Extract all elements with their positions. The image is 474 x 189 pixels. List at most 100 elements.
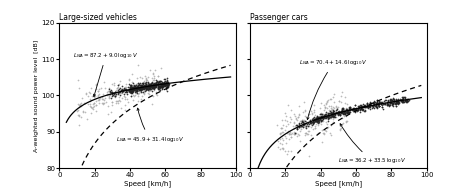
Point — [343, 103, 350, 106]
Point — [296, 105, 303, 108]
Point — [156, 84, 164, 87]
Point — [375, 101, 383, 104]
Point — [372, 105, 380, 108]
Point — [361, 110, 368, 113]
Point — [142, 84, 150, 87]
Point — [162, 81, 170, 84]
Point — [128, 88, 136, 91]
Point — [133, 90, 140, 93]
Point — [115, 100, 122, 103]
Point — [323, 113, 331, 116]
Point — [137, 89, 145, 92]
Point — [342, 111, 349, 114]
Point — [283, 137, 290, 140]
Point — [154, 85, 162, 88]
Point — [332, 108, 339, 111]
Point — [359, 106, 367, 109]
Point — [280, 147, 287, 150]
Point — [370, 106, 378, 109]
Point — [363, 102, 370, 105]
Point — [378, 106, 386, 109]
Point — [117, 91, 125, 94]
Point — [143, 85, 151, 88]
Point — [334, 112, 341, 115]
Point — [92, 109, 100, 112]
Point — [136, 87, 143, 90]
Point — [140, 86, 147, 89]
Point — [327, 113, 334, 116]
Point — [157, 84, 165, 87]
Point — [118, 88, 125, 91]
Point — [142, 83, 149, 86]
Point — [358, 107, 365, 110]
Point — [344, 110, 351, 113]
Point — [128, 80, 136, 83]
Point — [131, 88, 138, 91]
Point — [330, 112, 337, 115]
Point — [153, 79, 160, 82]
Point — [143, 86, 151, 89]
Point — [334, 111, 342, 114]
Point — [368, 106, 376, 109]
Point — [314, 116, 321, 119]
Point — [328, 114, 336, 117]
Point — [92, 88, 100, 91]
Point — [126, 90, 134, 93]
Point — [330, 113, 337, 116]
Point — [147, 85, 155, 88]
Point — [281, 150, 289, 153]
Point — [279, 130, 287, 133]
Point — [111, 94, 118, 97]
Point — [327, 112, 335, 115]
Point — [160, 82, 168, 85]
Point — [158, 81, 165, 84]
Point — [141, 81, 148, 84]
Point — [352, 108, 360, 111]
Point — [318, 129, 326, 132]
Point — [323, 99, 330, 102]
Point — [131, 83, 138, 86]
Point — [143, 85, 150, 88]
Point — [277, 132, 285, 135]
Point — [373, 99, 381, 102]
Point — [137, 87, 145, 90]
Point — [130, 85, 138, 88]
Point — [106, 97, 113, 100]
Point — [122, 90, 130, 93]
Point — [107, 90, 115, 93]
Point — [100, 92, 107, 95]
Point — [126, 85, 134, 88]
Point — [310, 121, 317, 124]
Point — [365, 104, 372, 107]
Point — [92, 104, 100, 107]
Point — [294, 125, 301, 128]
Point — [370, 104, 378, 107]
Point — [325, 115, 332, 118]
Point — [162, 87, 170, 90]
Point — [350, 107, 358, 110]
Point — [158, 83, 166, 86]
Point — [319, 119, 327, 122]
Point — [392, 100, 400, 103]
Point — [365, 103, 373, 106]
Point — [309, 121, 316, 124]
Point — [366, 104, 374, 107]
Point — [114, 84, 122, 87]
Point — [320, 114, 328, 117]
Point — [164, 85, 172, 88]
Point — [133, 87, 140, 90]
Point — [356, 107, 364, 110]
Point — [90, 95, 98, 98]
Point — [286, 131, 294, 134]
Point — [382, 103, 389, 106]
Point — [151, 84, 158, 88]
Point — [144, 88, 152, 91]
Point — [119, 89, 127, 92]
Point — [358, 104, 366, 107]
Point — [375, 105, 383, 108]
Point — [325, 117, 333, 120]
Point — [373, 101, 380, 105]
Point — [319, 113, 327, 116]
Point — [383, 101, 391, 105]
Point — [161, 84, 168, 87]
